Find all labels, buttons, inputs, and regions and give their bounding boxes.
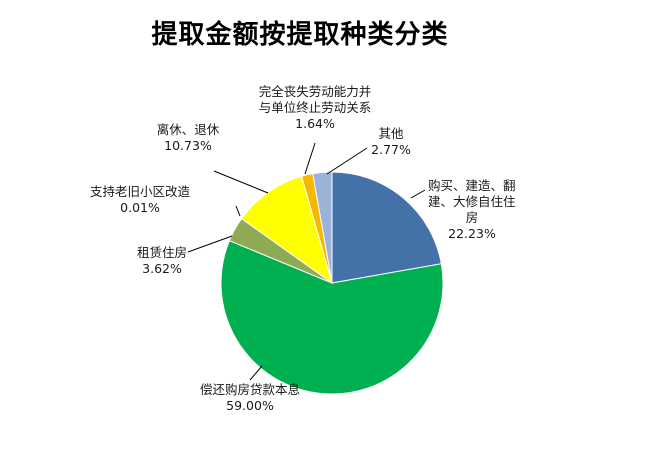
pie-slice-6 [312, 171, 333, 284]
slice-label-0: 购买、建造、翻建、大修自住住房 22.23% [428, 178, 516, 241]
slice-label-5: 完全丧失劳动能力并与单位终止劳动关系 1.64% [259, 84, 372, 131]
slice-label-6: 其他 2.77% [371, 126, 411, 157]
slice-label-3: 支持老旧小区改造 0.01% [90, 184, 191, 215]
leader-line-6 [326, 147, 368, 175]
pie-slice-1 [220, 239, 444, 395]
leader-line-5 [304, 142, 316, 175]
leader-line-1 [249, 365, 263, 381]
slice-label-1: 偿还购房贷款本息 59.00% [200, 382, 300, 413]
leader-line-0 [410, 189, 426, 199]
slice-label-4: 离休、退休 10.73% [157, 122, 220, 153]
pie-slice-4 [240, 175, 333, 285]
pie-slice-0 [331, 171, 442, 284]
chart-title: 提取金额按提取种类分类 [151, 20, 449, 50]
leader-line-4 [213, 170, 269, 194]
leader-line-2 [187, 235, 233, 253]
slice-label-2: 租赁住房 3.62% [137, 245, 187, 276]
leader-line-3 [235, 205, 241, 217]
